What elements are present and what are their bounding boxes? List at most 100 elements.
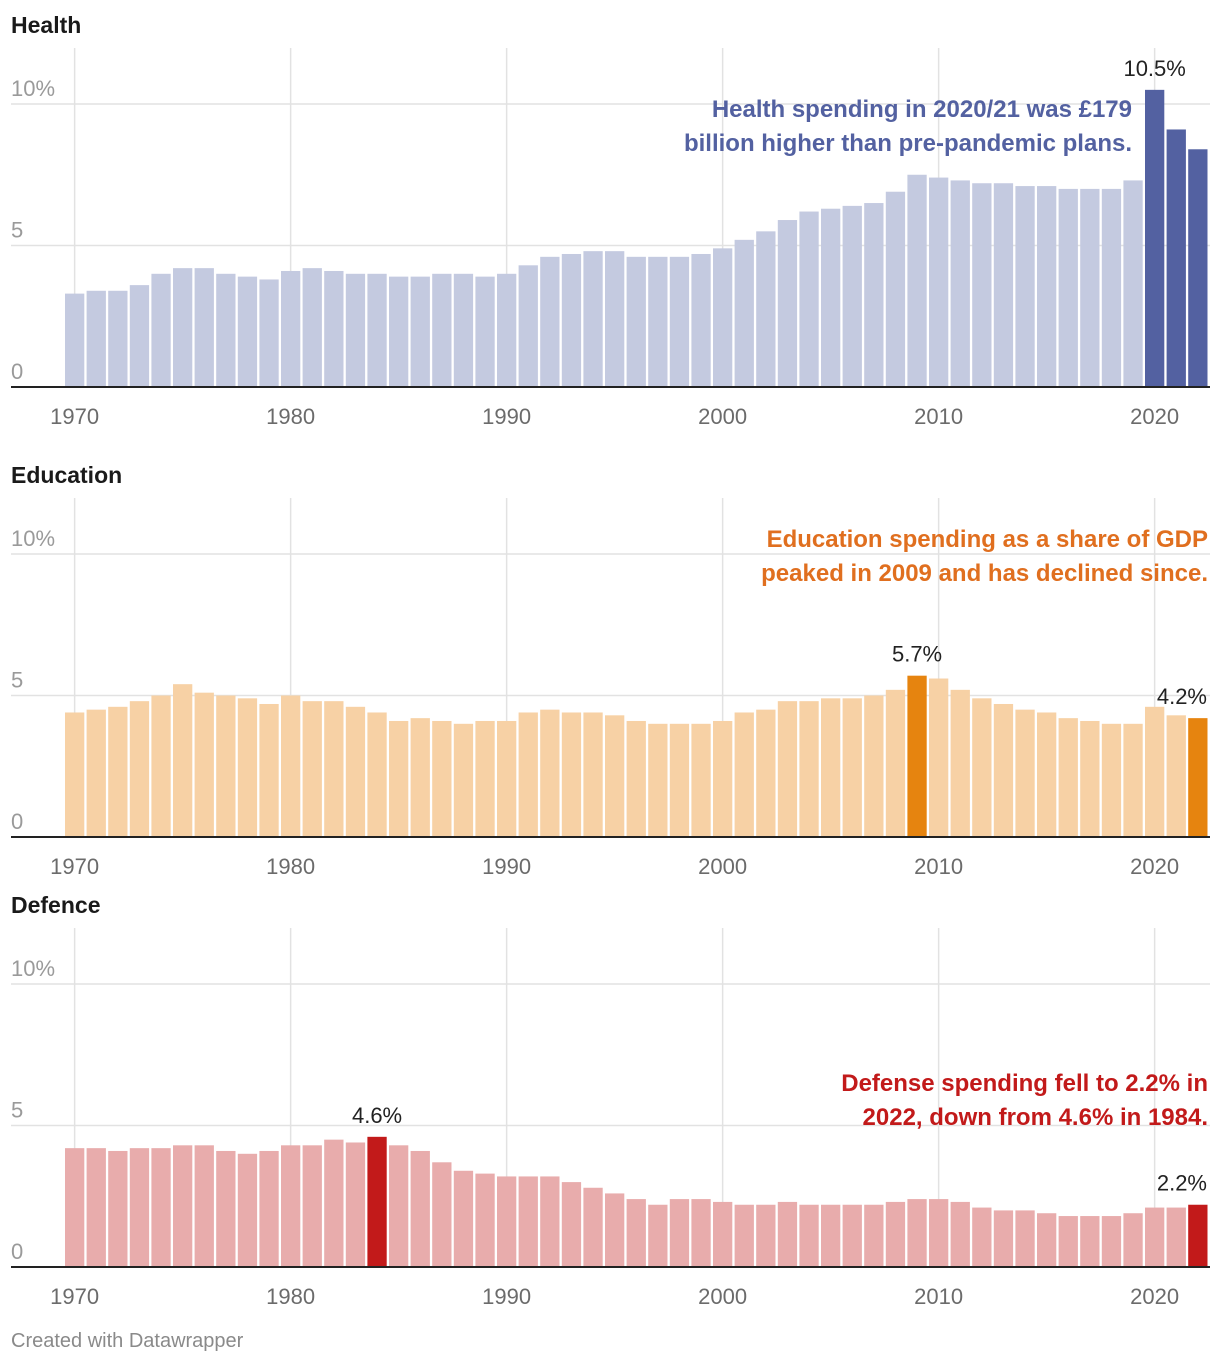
bar-2018 — [1101, 188, 1122, 387]
bar-chart-svg: 0 5 10% 1970 1980 1990 2000 2010 2020 10.5% Health… — [11, 48, 1210, 429]
chart-education: Education 0 5 10% 1970 1980 1990 2000 2010 2020 5… — [0, 450, 1220, 880]
data-label-2020: 10.5% — [1123, 56, 1185, 81]
bar-2021 — [1166, 129, 1186, 387]
annotation-line: Education spending as a share of GDP — [767, 526, 1208, 553]
bar-1975 — [173, 684, 193, 837]
bar-2001 — [734, 712, 754, 837]
annotation-line: peaked in 2009 and has declined since. — [761, 560, 1208, 587]
bar-1977 — [216, 273, 236, 387]
bar-2011 — [950, 1201, 970, 1267]
bar-1992 — [540, 256, 560, 387]
bar-1976 — [194, 1145, 214, 1267]
bar-1979 — [259, 703, 279, 837]
y-tick-label: 5 — [11, 668, 23, 693]
bar-1977 — [216, 695, 236, 837]
data-label-2022: 2.2% — [1157, 1171, 1207, 1196]
x-tick-label: 2000 — [698, 404, 747, 429]
bar-chart-svg: 0 5 10% 1970 1980 1990 2000 2010 2020 4.6% 2.2% Def… — [11, 928, 1210, 1309]
bar-2012 — [972, 1207, 992, 1267]
bar-2000 — [713, 720, 733, 837]
bar-1980 — [281, 695, 301, 837]
bar-1987 — [432, 1162, 452, 1267]
data-label-2022: 4.2% — [1157, 684, 1207, 709]
bar-2004 — [799, 211, 819, 387]
bar-1987 — [432, 273, 452, 387]
bar-1996 — [626, 1199, 646, 1267]
bar-1973 — [129, 285, 150, 387]
bar-2011 — [950, 689, 970, 837]
y-tick-label: 5 — [11, 218, 23, 243]
bar-2022 — [1188, 1204, 1208, 1267]
bar-2014 — [1015, 709, 1035, 837]
bar-2010 — [929, 1199, 949, 1267]
bar-2018 — [1101, 1216, 1122, 1267]
bar-1989 — [475, 1173, 495, 1267]
bar-1981 — [302, 268, 322, 387]
bar-2008 — [885, 1201, 906, 1267]
bar-1971 — [86, 290, 106, 387]
bar-1986 — [410, 276, 430, 387]
bar-2003 — [777, 1201, 798, 1267]
bar-1972 — [108, 1150, 128, 1267]
bar-1995 — [605, 1193, 625, 1267]
bar-2009 — [907, 1199, 927, 1267]
bar-1990 — [497, 273, 517, 387]
bar-2012 — [972, 698, 992, 837]
x-tick-label: 1970 — [50, 854, 99, 879]
bar-1974 — [151, 1148, 171, 1267]
bar-2010 — [929, 678, 949, 837]
bar-1970 — [65, 293, 85, 387]
bar-1988 — [453, 723, 474, 837]
bar-2015 — [1037, 712, 1057, 837]
bar-1989 — [475, 276, 495, 387]
bar-2013 — [993, 703, 1014, 837]
bar-1998 — [669, 256, 690, 387]
bar-2016 — [1058, 1216, 1078, 1267]
bar-2016 — [1058, 188, 1078, 387]
bar-1976 — [194, 692, 214, 837]
bar-1995 — [605, 251, 625, 387]
bar-1975 — [173, 1145, 193, 1267]
bar-1971 — [86, 709, 106, 837]
bar-1982 — [324, 701, 344, 837]
bar-1970 — [65, 712, 85, 837]
bar-1985 — [389, 720, 409, 837]
bar-2013 — [993, 183, 1014, 387]
x-tick-label: 2020 — [1130, 854, 1179, 879]
bar-2012 — [972, 183, 992, 387]
bar-2022 — [1188, 149, 1208, 387]
bar-1984 — [367, 1136, 387, 1267]
bar-1981 — [302, 1145, 322, 1267]
bar-2014 — [1015, 186, 1035, 387]
x-tick-label: 1990 — [482, 404, 531, 429]
bar-2008 — [885, 689, 906, 837]
bar-1973 — [129, 701, 150, 837]
bar-2010 — [929, 177, 949, 387]
bar-1975 — [173, 268, 193, 387]
bar-1994 — [583, 1187, 603, 1267]
bar-2020 — [1145, 89, 1165, 387]
y-tick-label: 0 — [11, 809, 23, 834]
bar-1998 — [669, 1199, 690, 1267]
y-tick-label: 10% — [11, 526, 55, 551]
chart-title: Education — [11, 462, 123, 488]
bar-2001 — [734, 239, 754, 387]
bar-1972 — [108, 706, 128, 837]
bar-1976 — [194, 268, 214, 387]
bar-1973 — [129, 1148, 150, 1267]
bar-1997 — [648, 1204, 668, 1267]
bar-1999 — [691, 723, 711, 837]
bar-2017 — [1080, 188, 1100, 387]
bar-1970 — [65, 1148, 85, 1267]
bar-1988 — [453, 1170, 474, 1267]
bar-2002 — [756, 709, 776, 837]
bar-1977 — [216, 1150, 236, 1267]
bar-2014 — [1015, 1210, 1035, 1267]
bar-1993 — [561, 712, 582, 837]
bar-2019 — [1123, 723, 1143, 837]
x-tick-label: 2010 — [914, 404, 963, 429]
bar-2001 — [734, 1204, 754, 1267]
x-tick-label: 1970 — [50, 404, 99, 429]
bar-1974 — [151, 273, 171, 387]
bar-1978 — [237, 276, 258, 387]
